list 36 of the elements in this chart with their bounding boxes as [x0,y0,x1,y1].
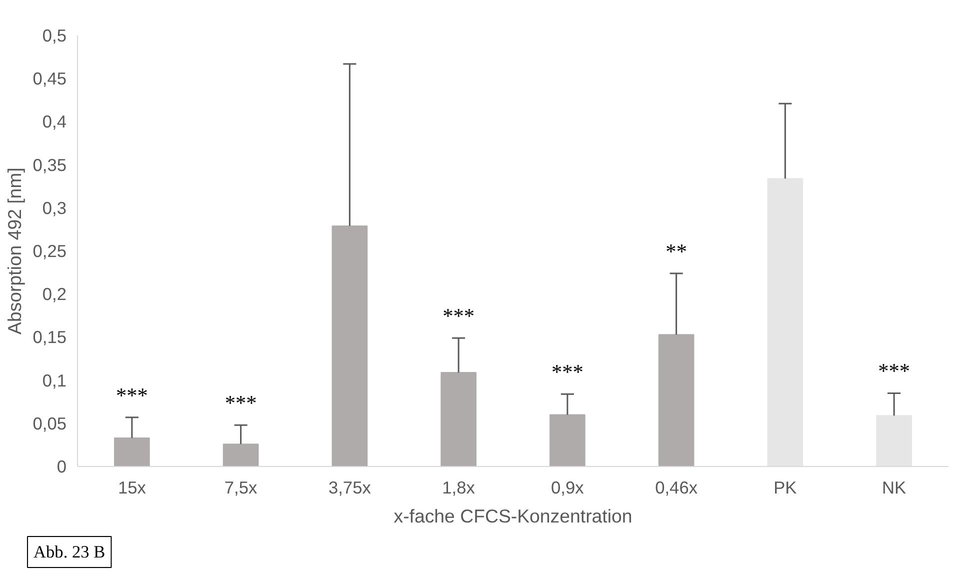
x-tick-label: 15x [118,478,146,498]
y-tick-label: 0,2 [42,284,67,304]
bar [550,414,586,466]
bar [332,226,368,466]
annotation: ** [666,239,687,264]
caption: Abb. 23 B [34,542,106,562]
y-tick-label: 0,5 [42,26,67,46]
annotation: *** [224,391,257,416]
x-tick-label: 7,5x [224,478,258,498]
y-tick-label: 0,3 [42,198,67,218]
y-tick-label: 0,4 [42,112,67,132]
y-tick-label: 0,05 [32,413,67,434]
y-tick-label: 0 [56,456,67,476]
bar [876,415,912,466]
annotation: *** [116,383,148,408]
y-tick-label: 0,35 [32,154,67,175]
bar [767,178,804,466]
y-tick-label: 0,45 [32,68,67,89]
y-tick-label: 0,15 [32,327,67,348]
x-tick-label: NK [882,478,907,498]
bar [222,444,259,466]
annotation: *** [551,360,584,384]
x-tick-label: PK [774,478,798,498]
bar [658,334,694,466]
annotation: *** [878,359,910,384]
y-tick-label: 0,25 [32,241,67,261]
x-tick-label: 0,46x [655,478,698,498]
x-tick-label: 3,75x [328,478,372,498]
bar [440,372,476,466]
bar [114,438,150,466]
y-tick-label: 0,1 [42,370,67,390]
annotation: *** [442,304,475,328]
x-axis-title: x-fache CFCS-Konzentration [394,506,632,526]
x-tick-label: 0,9x [551,478,584,498]
y-axis-title: Absorption 492 [nm] [4,168,25,334]
x-tick-label: 1,8x [442,478,476,498]
